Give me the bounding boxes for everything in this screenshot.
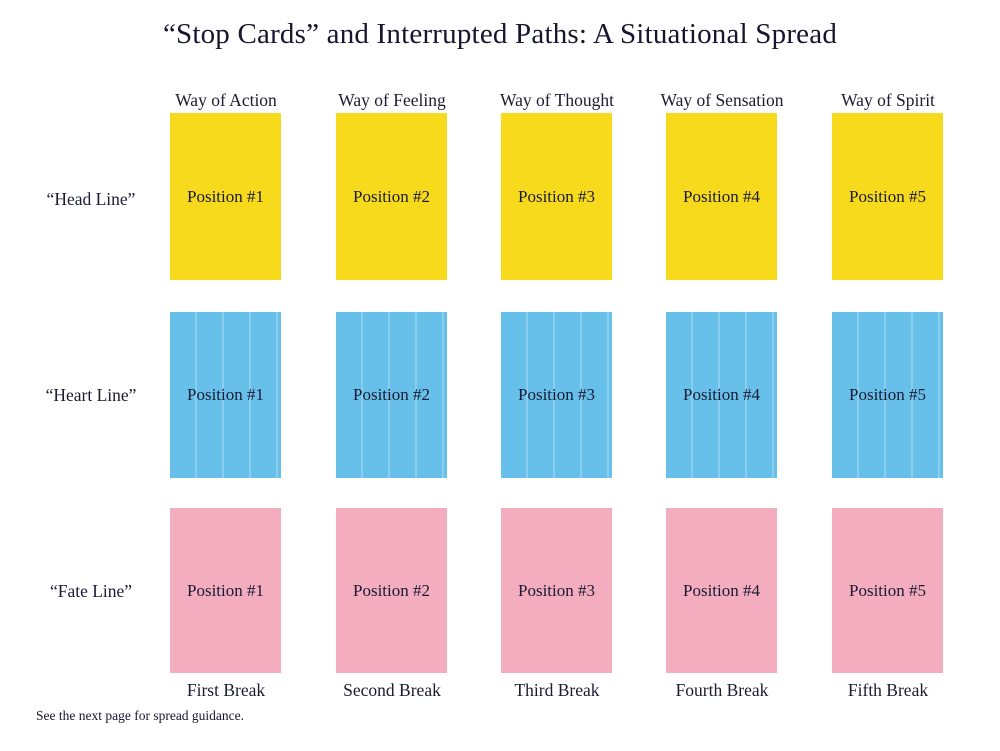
break-label-fifth: Fifth Break (847, 680, 929, 700)
row-label-head-line: “Head Line” (46, 189, 136, 209)
break-label-second: Second Break (343, 680, 441, 700)
break-label-first: First Break (186, 680, 266, 700)
column-header-way-of-action: Way of Action (175, 90, 277, 110)
card-fate-line-position-2: Position #2 (336, 508, 447, 673)
card-fate-line-position-3: Position #3 (501, 508, 612, 673)
card-head-line-position-5: Position #5 (832, 113, 943, 280)
column-header-way-of-sensation: Way of Sensation (660, 90, 784, 110)
card-head-line-position-4: Position #4 (666, 113, 777, 280)
footer-note: See the next page for spread guidance. (36, 708, 245, 723)
card-heart-line-position-5: Position #5 (832, 312, 943, 478)
card-fate-line-position-5: Position #5 (832, 508, 943, 673)
card-heart-line-position-4: Position #4 (666, 312, 777, 478)
column-header-way-of-feeling: Way of Feeling (338, 90, 446, 110)
card-head-line-position-1: Position #1 (170, 113, 281, 280)
break-label-fourth: Fourth Break (675, 680, 769, 700)
page-title: “Stop Cards” and Interrupted Paths: A Si… (162, 18, 838, 50)
card-head-line-position-2: Position #2 (336, 113, 447, 280)
column-header-way-of-spirit: Way of Spirit (841, 90, 935, 110)
card-fate-line-position-4: Position #4 (666, 508, 777, 673)
card-head-line-position-3: Position #3 (501, 113, 612, 280)
row-label-heart-line: “Heart Line” (45, 385, 137, 405)
card-heart-line-position-3: Position #3 (501, 312, 612, 478)
card-fate-line-position-1: Position #1 (170, 508, 281, 673)
card-heart-line-position-1: Position #1 (170, 312, 281, 478)
column-header-way-of-thought: Way of Thought (500, 90, 614, 110)
break-label-third: Third Break (514, 680, 600, 700)
card-heart-line-position-2: Position #2 (336, 312, 447, 478)
row-label-fate-line: “Fate Line” (49, 581, 133, 601)
